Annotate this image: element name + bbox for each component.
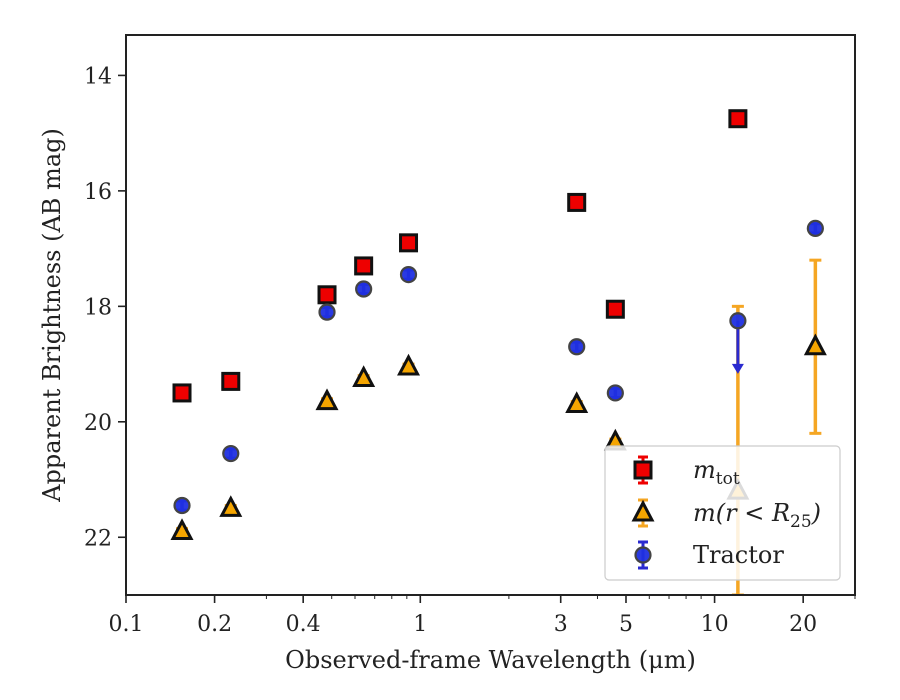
upper-limit-arrow [731, 363, 744, 374]
y-tick-label: 18 [84, 295, 112, 320]
y-axis-label: Apparent Brightness (AB mag) [38, 128, 66, 503]
data-point [352, 365, 376, 388]
data-point [219, 495, 243, 517]
data-point [221, 371, 241, 391]
x-tick-label: 20 [789, 612, 817, 637]
legend-label: mtot [693, 456, 740, 489]
x-tick-label: 0.4 [286, 612, 321, 637]
legend: mtot m(r < R25) Tractor [604, 445, 841, 581]
legend-marker [631, 499, 655, 522]
plot-frame [125, 34, 856, 596]
data-point [399, 233, 419, 253]
x-tick-label: 0.1 [109, 612, 144, 637]
legend-label: m(r < R25) [693, 499, 821, 532]
data-point [170, 518, 194, 540]
data-point [315, 388, 339, 411]
y-tick-label: 16 [84, 180, 112, 205]
data-point [565, 391, 589, 413]
x-tick-label: 10 [701, 612, 729, 637]
x-tick-label: 3 [554, 612, 568, 637]
data-point [728, 109, 748, 129]
x-axis: 0.1 0.2 0.4 1 3 5 10 20 [109, 595, 856, 637]
data-point [317, 285, 337, 305]
data-point [222, 444, 240, 463]
data-point [568, 338, 586, 356]
y-tick-label: 20 [84, 411, 112, 436]
data-point [806, 219, 824, 238]
series-2 [173, 219, 824, 515]
data-point [567, 192, 587, 212]
x-axis-label: Observed-frame Wavelength (μm) [285, 646, 696, 674]
data-point [399, 265, 418, 284]
data-point [803, 333, 827, 356]
data-point [355, 280, 373, 298]
data-point [397, 353, 421, 376]
data-point [729, 312, 747, 330]
x-tick-label: 0.2 [197, 612, 232, 637]
legend-marker [633, 460, 653, 480]
data-point [173, 496, 191, 515]
y-tick-label: 22 [84, 526, 112, 551]
series-0 [172, 109, 748, 403]
data-point [172, 383, 192, 403]
y-tick-label: 14 [84, 64, 112, 89]
x-tick-label: 5 [619, 612, 633, 637]
y-axis: 14 16 18 20 22 [84, 64, 126, 551]
legend-marker [634, 546, 652, 564]
legend-label: Tractor [693, 541, 784, 569]
data-point [354, 256, 374, 276]
legend-box [604, 445, 841, 581]
data-point [606, 384, 624, 402]
x-tick-label: 1 [413, 612, 427, 637]
data-point [605, 299, 625, 319]
data-point [318, 303, 336, 321]
